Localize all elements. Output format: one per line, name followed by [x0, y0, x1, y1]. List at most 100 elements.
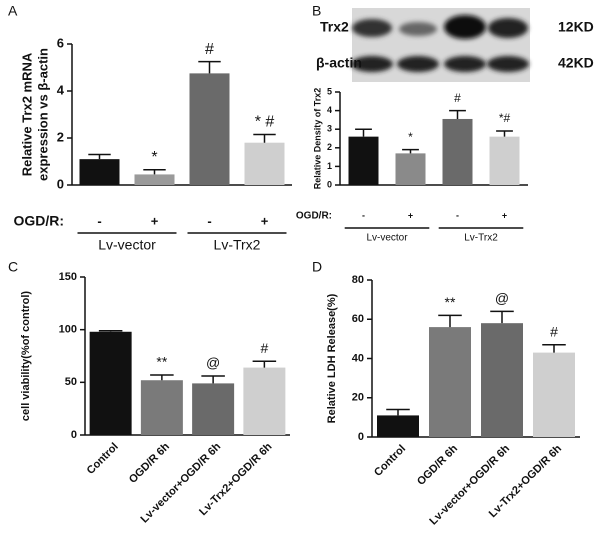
significance-label: *#: [499, 111, 511, 125]
bar: [189, 73, 230, 185]
significance-label: **: [156, 354, 167, 370]
y-tick-label: 40: [352, 352, 364, 364]
bar: [192, 383, 235, 435]
error-bar: [496, 130, 513, 137]
significance-label: @: [495, 290, 509, 306]
blot-size-label: 12KD: [558, 19, 594, 35]
blot-band: [351, 56, 393, 72]
y-tick-label: 150: [59, 271, 77, 283]
y-tick-label: 4: [57, 82, 65, 97]
x-tick-label: -: [362, 210, 365, 220]
x-tick-label: Control: [372, 443, 408, 479]
significance-label: #: [205, 41, 214, 58]
x-tick-label: -: [97, 213, 101, 228]
error-bar: [201, 375, 225, 384]
y-axis-label: Relative LDH Release(%): [326, 293, 338, 423]
bar: [79, 159, 120, 185]
blot-band: [352, 19, 392, 37]
y-tick-label: 100: [59, 324, 77, 336]
x-tick-label: OGD/R 6h: [415, 442, 460, 487]
error-bar: [252, 360, 277, 368]
blot-band: [444, 15, 486, 39]
significance-label: *: [408, 130, 413, 144]
y-tick-label: 5: [327, 86, 332, 96]
y-tick-label: 1: [327, 161, 332, 171]
blot-row-label: Trx2: [320, 19, 349, 35]
y-tick-label: 0: [57, 176, 64, 191]
y-axis-label: cell viability(%of control): [20, 291, 32, 422]
y-axis-label: Relative Trx2 mRNA: [19, 52, 34, 176]
bar: [481, 323, 523, 437]
error-bar: [490, 310, 514, 324]
blot-band: [487, 56, 529, 72]
y-tick-label: 0: [71, 429, 77, 441]
significance-label: *: [151, 149, 157, 166]
panel-letter: A: [8, 3, 18, 19]
significance-label: #: [550, 323, 558, 339]
bar: [244, 142, 285, 185]
x-tick-label: -: [207, 213, 211, 228]
bar: [348, 136, 379, 185]
group-label: Lv-vector: [98, 237, 156, 253]
y-tick-label: 2: [57, 129, 64, 144]
group-label: Lv-Trx2: [464, 233, 498, 244]
x-tick-label: OGD/R 6h: [127, 440, 172, 485]
error-bar: [143, 168, 166, 175]
error-bar: [449, 109, 466, 119]
x-tick-label: +: [151, 213, 159, 228]
blot-band: [444, 56, 486, 72]
y-tick-label: 50: [65, 376, 77, 388]
y-tick-label: 4: [327, 105, 332, 115]
bar: [134, 174, 175, 185]
y-tick-label: 0: [327, 179, 332, 189]
error-bar: [402, 148, 419, 154]
bar: [489, 136, 520, 185]
panel-letter: C: [8, 259, 18, 275]
x-tick-label: Control: [85, 441, 121, 477]
panel-letter: D: [312, 259, 322, 275]
y-tick-label: 3: [327, 124, 332, 134]
bar: [140, 380, 183, 435]
y-tick-label: 6: [57, 35, 64, 50]
y-tick-label: 20: [352, 392, 364, 404]
error-bar: [98, 329, 123, 332]
y-tick-label: 60: [352, 313, 364, 325]
x-tick-label: +: [502, 210, 507, 220]
error-bar: [150, 374, 174, 381]
group-label: Lv-Trx2: [214, 237, 261, 253]
significance-label: **: [445, 294, 456, 310]
western-blot: Trx2 β-actin 12KD 42KD: [316, 8, 594, 82]
x-tick-label: -: [456, 210, 459, 220]
y-tick-label: 2: [327, 142, 332, 152]
bar: [429, 327, 471, 437]
blot-band: [488, 18, 528, 38]
significance-label: #: [260, 340, 268, 356]
error-bar: [198, 60, 221, 74]
y-axis-label: Relative Density of Trx2: [312, 88, 322, 190]
y-tick-label: 80: [352, 274, 364, 286]
error-bar: [438, 314, 462, 328]
error-bar: [386, 408, 410, 416]
bar: [442, 118, 473, 185]
error-bar: [542, 344, 566, 353]
x-row-label: OGD/R:: [13, 213, 64, 229]
bar: [533, 352, 575, 437]
group-label: Lv-vector: [366, 233, 408, 244]
error-bar: [253, 133, 276, 143]
x-row-label: OGD/R:: [296, 211, 332, 222]
bar: [395, 153, 426, 185]
significance-label: * #: [255, 114, 275, 131]
x-tick-label: +: [408, 210, 413, 220]
bar: [243, 367, 286, 435]
panel-letter: B: [312, 3, 321, 19]
y-tick-label: 0: [358, 431, 364, 443]
error-bar: [355, 128, 372, 137]
blot-band: [399, 22, 437, 36]
y-axis-label: expression vs β-actin: [35, 48, 50, 181]
significance-label: @: [206, 355, 220, 371]
bar: [89, 331, 132, 435]
error-bar: [88, 153, 111, 160]
blot-row-label: β-actin: [316, 55, 362, 71]
bar: [377, 415, 419, 437]
